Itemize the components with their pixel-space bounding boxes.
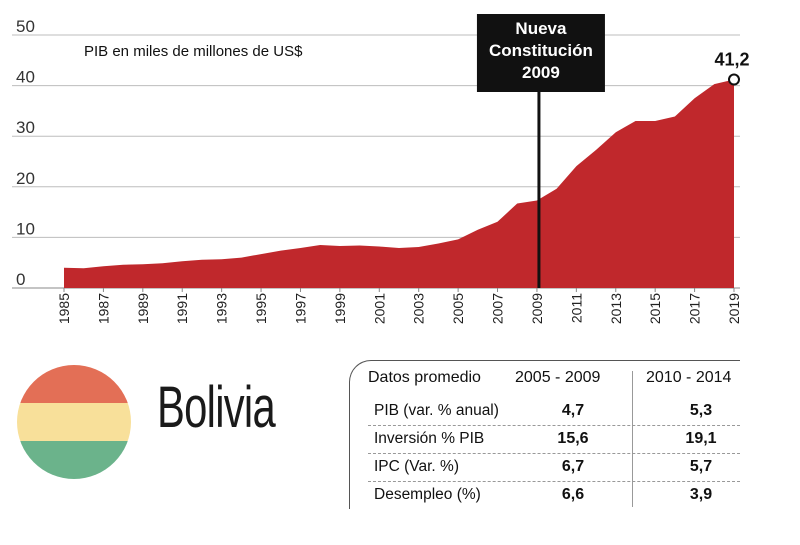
x-tick-label: 1999 bbox=[332, 293, 348, 324]
end-value-label: 41,2 bbox=[714, 50, 749, 70]
table-row: Desempleo (%) 6,6 3,9 bbox=[368, 481, 740, 509]
row-label: IPC (Var. %) bbox=[374, 458, 459, 475]
row-value-period-2: 19,1 bbox=[685, 430, 717, 447]
x-tick-label: 2015 bbox=[647, 293, 663, 324]
x-tick-label: 2011 bbox=[568, 293, 584, 323]
table-header-period-1: 2005 - 2009 bbox=[515, 369, 601, 386]
y-tick-label: 40 bbox=[16, 68, 35, 87]
flag-band-red bbox=[17, 365, 131, 403]
row-label: Desempleo (%) bbox=[374, 486, 481, 503]
annotation-text: Constitución bbox=[489, 41, 593, 60]
row-value-period-2: 5,3 bbox=[689, 402, 713, 419]
x-tick-label: 1993 bbox=[214, 293, 230, 324]
y-tick-label: 10 bbox=[16, 219, 35, 238]
x-tick-label: 1989 bbox=[135, 293, 151, 324]
country-name: Bolivia bbox=[157, 375, 276, 440]
row-value-period-2: 5,7 bbox=[689, 458, 713, 475]
y-tick-label: 0 bbox=[16, 270, 25, 289]
x-tick-label: 2013 bbox=[608, 293, 624, 324]
row-value-period-1: 6,6 bbox=[561, 486, 585, 503]
y-tick-label: 50 bbox=[16, 17, 35, 36]
y-tick-label: 30 bbox=[16, 118, 35, 137]
column-divider bbox=[632, 371, 633, 507]
x-tick-label: 2007 bbox=[490, 293, 506, 324]
x-tick-label: 1997 bbox=[292, 293, 308, 324]
row-value-period-1: 4,7 bbox=[561, 402, 585, 419]
gdp-area bbox=[64, 79, 734, 288]
table-row: PIB (var. % anual) 4,7 5,3 bbox=[368, 397, 740, 426]
x-tick-label: 2009 bbox=[529, 293, 545, 324]
y-tick-label: 20 bbox=[16, 169, 35, 188]
row-label: PIB (var. % anual) bbox=[374, 402, 499, 419]
x-tick-label: 2003 bbox=[411, 293, 427, 324]
row-value-period-1: 15,6 bbox=[557, 430, 589, 447]
flag-band-yellow bbox=[17, 403, 131, 441]
table-row: Inversión % PIB 15,6 19,1 bbox=[368, 425, 740, 454]
x-tick-label: 1995 bbox=[253, 293, 269, 324]
table-row: IPC (Var. %) 6,7 5,7 bbox=[368, 453, 740, 482]
end-point-marker bbox=[728, 73, 740, 86]
gdp-area-chart: PIB en miles de millones de US$ 0 10 20 30 4… bbox=[12, 14, 750, 324]
row-label: Inversión % PIB bbox=[374, 430, 485, 447]
annotation-box bbox=[476, 14, 605, 92]
x-tick-label: 2019 bbox=[726, 293, 742, 324]
row-value-period-2: 3,9 bbox=[689, 486, 713, 503]
chart-subtitle: PIB en miles de millones de US$ bbox=[84, 43, 303, 60]
x-tick-label: 2017 bbox=[687, 293, 703, 324]
annotation-text: 2009 bbox=[522, 63, 560, 82]
bolivia-flag bbox=[17, 365, 131, 479]
stats-table: Datos promedio 2005 - 2009 2010 - 2014 P… bbox=[349, 360, 740, 509]
flag-band-green bbox=[17, 441, 131, 479]
x-tick-label: 1991 bbox=[174, 293, 190, 324]
table-header-label: Datos promedio bbox=[368, 369, 481, 386]
row-value-period-1: 6,7 bbox=[561, 458, 585, 475]
table-header-period-2: 2010 - 2014 bbox=[646, 369, 732, 386]
annotation-text: Nueva bbox=[515, 19, 567, 38]
x-tick-label: 2005 bbox=[450, 293, 466, 324]
x-tick-label: 1987 bbox=[95, 293, 111, 324]
x-tick-label: 2001 bbox=[371, 293, 387, 324]
x-tick-label: 1985 bbox=[56, 293, 72, 324]
